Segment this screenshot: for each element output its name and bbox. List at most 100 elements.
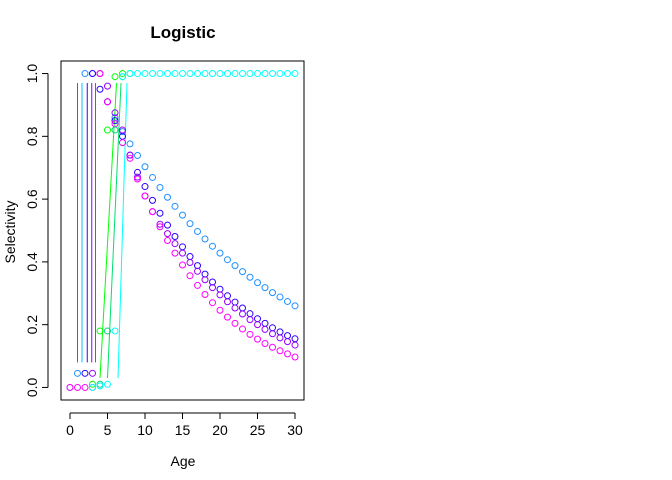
data-point [126, 70, 134, 78]
data-point [231, 298, 239, 306]
data-point [276, 347, 284, 355]
data-point [261, 325, 269, 333]
data-point [104, 327, 111, 335]
data-point [74, 369, 81, 377]
data-point [269, 343, 276, 351]
data-point [164, 237, 171, 245]
data-point [186, 272, 194, 280]
data-point [254, 315, 261, 323]
data-point [194, 70, 201, 78]
y-tick-label: 0.8 [24, 126, 40, 146]
data-point [224, 256, 231, 264]
data-point [216, 285, 224, 293]
x-tick-label: 10 [137, 422, 153, 438]
data-point [179, 243, 186, 251]
data-point [284, 70, 291, 78]
y-tick-label: 0.0 [24, 378, 40, 398]
data-point [81, 70, 89, 78]
data-point [254, 279, 261, 287]
data-point [164, 230, 171, 238]
data-point [291, 335, 299, 343]
data-point [201, 270, 209, 278]
data-point [239, 310, 246, 318]
data-point [149, 208, 156, 216]
data-point [216, 70, 224, 78]
data-point [269, 289, 276, 297]
data-point [134, 173, 141, 181]
data-point [224, 70, 231, 78]
data-point [74, 383, 81, 391]
data-point [171, 70, 179, 78]
data-point [224, 292, 231, 300]
data-point [179, 261, 186, 269]
data-point [216, 291, 224, 299]
data-point [209, 299, 216, 307]
data-point [231, 304, 239, 312]
data-point [171, 240, 179, 248]
data-point [209, 284, 216, 292]
data-point [89, 383, 96, 391]
data-point [156, 183, 164, 191]
data-point [104, 126, 111, 134]
data-point [246, 273, 254, 281]
data-point [66, 383, 74, 391]
data-point [276, 334, 284, 342]
data-point [284, 350, 291, 358]
data-point [119, 126, 126, 134]
data-point [179, 70, 186, 78]
data-point [89, 380, 96, 388]
data-point [239, 268, 246, 276]
data-point [231, 70, 239, 78]
data-point [111, 109, 119, 117]
plot-frame [60, 60, 305, 401]
data-point [156, 220, 164, 228]
data-point [261, 284, 269, 292]
data-point [186, 220, 194, 228]
data-point [111, 117, 119, 125]
data-point [284, 297, 291, 305]
data-point [254, 321, 261, 329]
data-point [179, 211, 186, 219]
data-point [261, 340, 269, 347]
data-point [141, 183, 149, 191]
data-point [261, 319, 269, 327]
data-point [111, 73, 119, 81]
data-point [231, 262, 239, 270]
data-point [239, 325, 246, 333]
data-point [141, 163, 149, 171]
data-point [149, 196, 156, 204]
data-point [239, 304, 246, 312]
data-point [246, 70, 254, 78]
data-point [156, 70, 164, 78]
data-point [171, 232, 179, 240]
data-point [171, 202, 179, 210]
data-point [209, 242, 216, 250]
data-point [186, 253, 194, 261]
data-point [239, 70, 246, 78]
data-point [134, 175, 141, 183]
data-point [134, 168, 141, 176]
data-point [126, 151, 134, 159]
data-point [201, 70, 209, 78]
y-tick-label: 0.6 [24, 189, 40, 209]
data-point [224, 298, 231, 306]
x-tick-label: 25 [250, 422, 266, 438]
x-tick-label: 30 [287, 422, 303, 438]
data-point [216, 249, 224, 257]
data-point [269, 70, 276, 78]
data-point [119, 70, 126, 78]
data-point [81, 369, 89, 377]
data-point [269, 324, 276, 332]
data-point [276, 70, 284, 78]
data-point [119, 139, 126, 147]
data-point [171, 249, 179, 257]
data-point [126, 154, 134, 162]
data-point [81, 383, 89, 391]
data-point [164, 193, 171, 201]
data-point [284, 338, 291, 346]
data-point [134, 70, 141, 78]
data-point [261, 70, 269, 78]
x-axis-label: Age [171, 453, 196, 469]
data-point [149, 70, 156, 78]
